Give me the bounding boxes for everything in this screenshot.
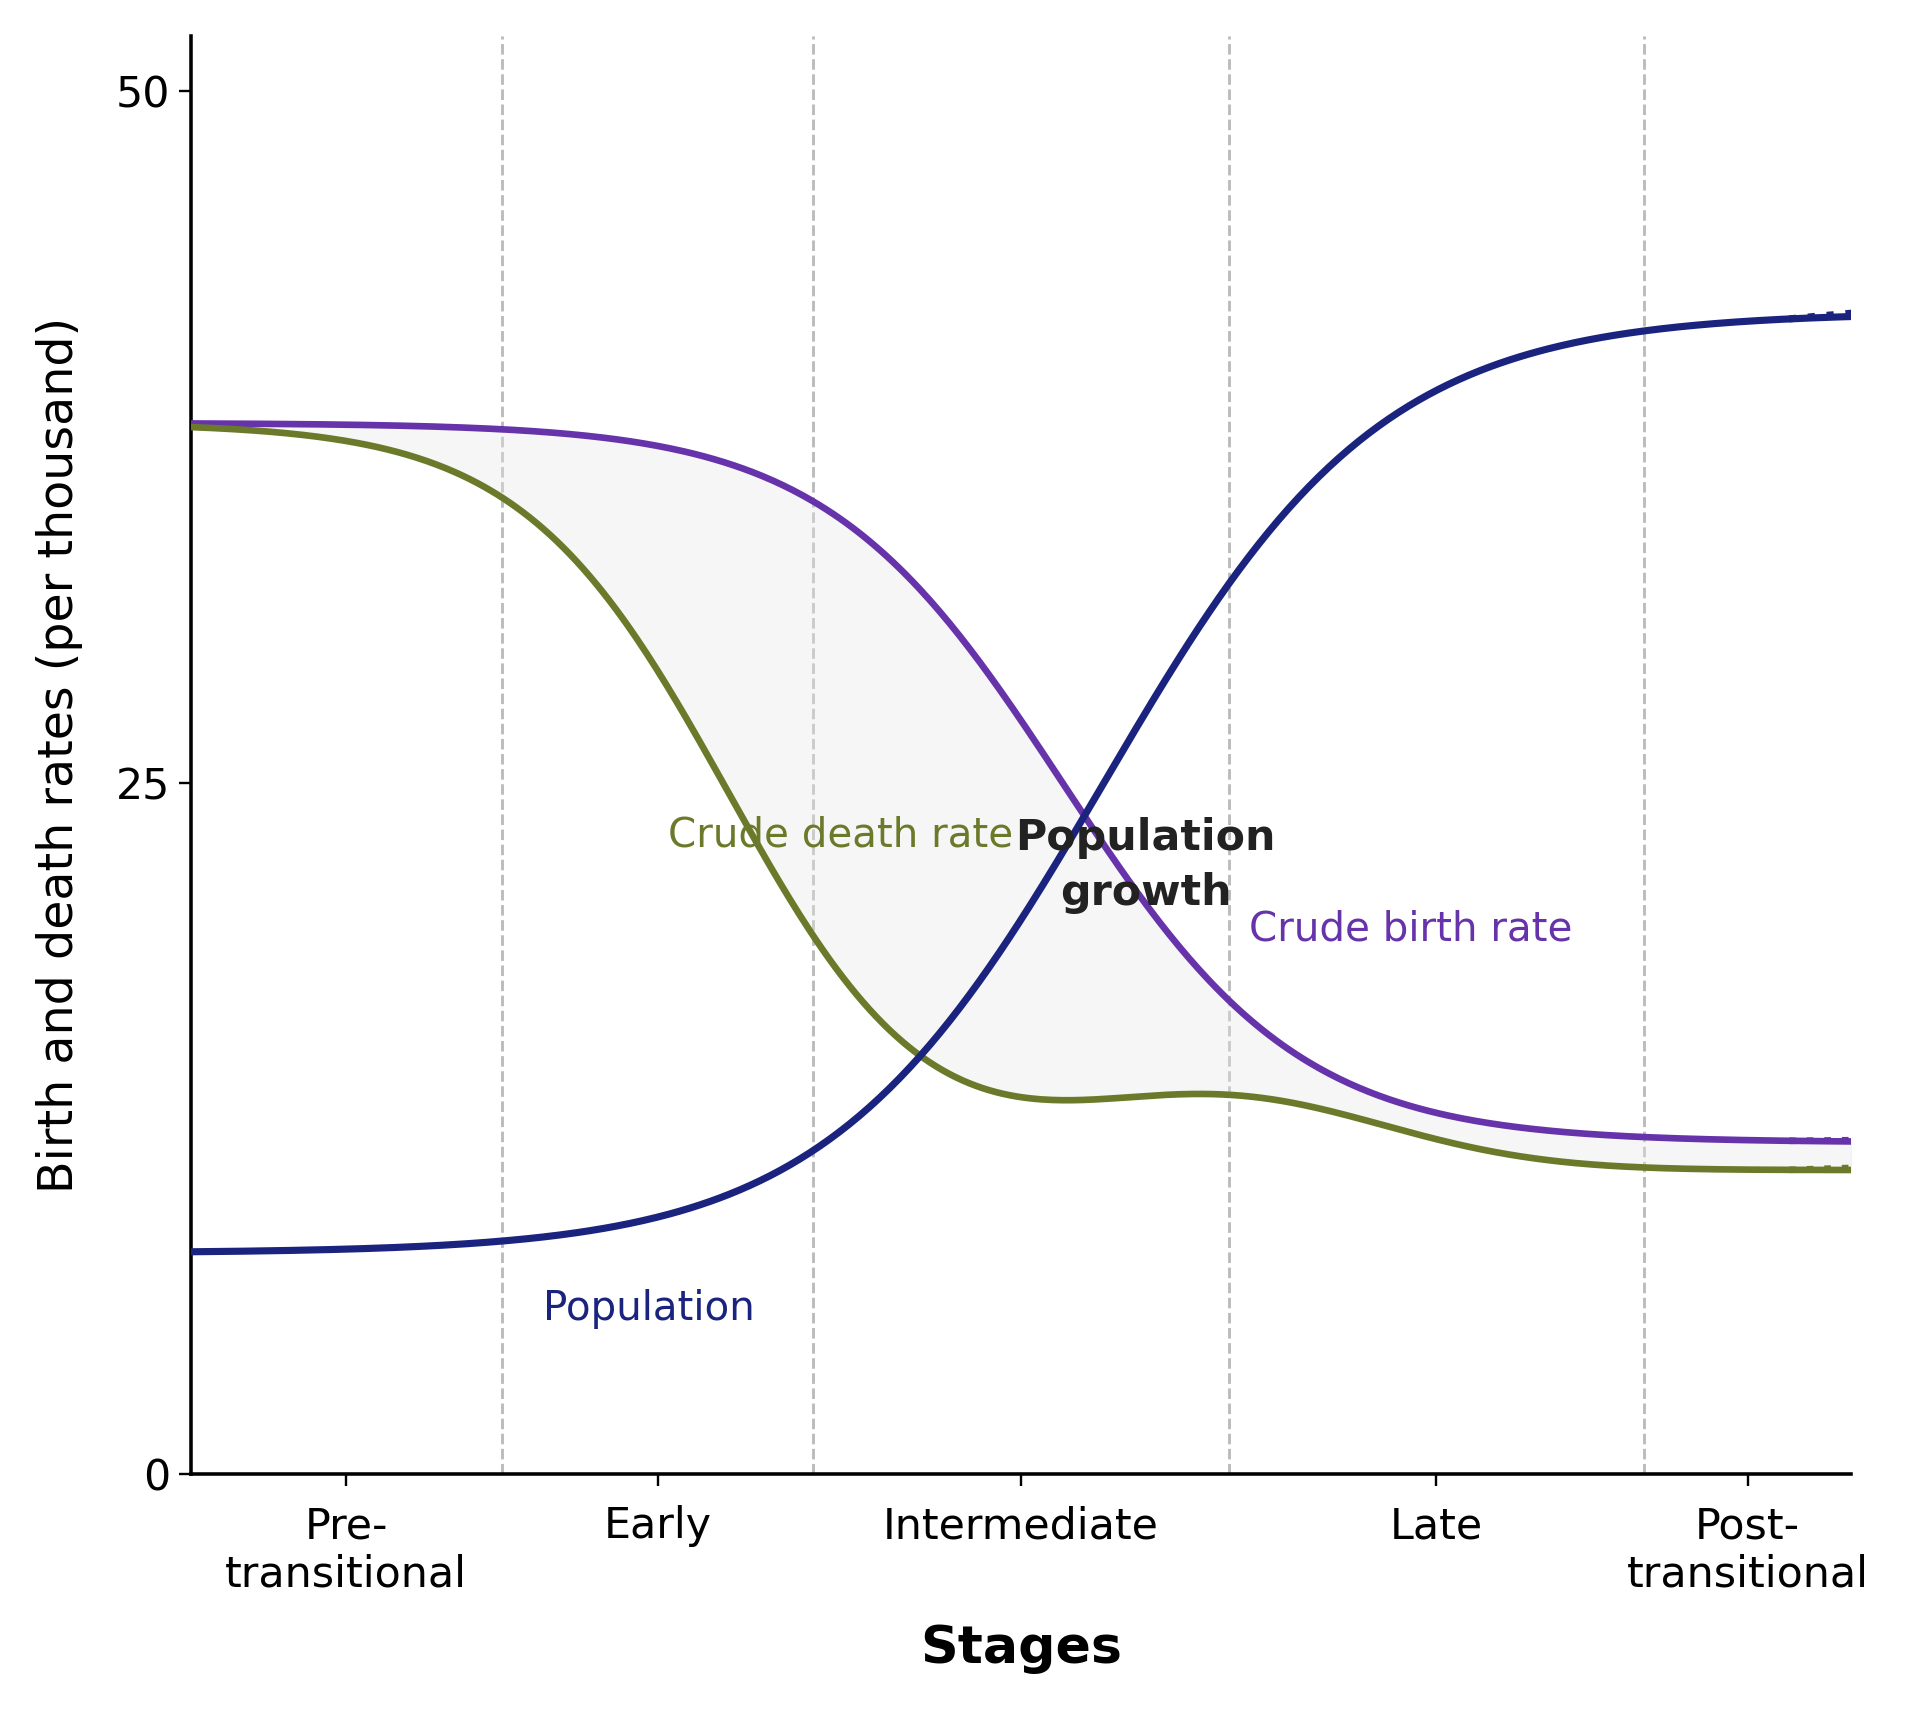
X-axis label: Stages: Stages	[919, 1624, 1122, 1674]
Text: Population: Population	[544, 1289, 755, 1329]
Y-axis label: Birth and death rates (per thousand): Birth and death rates (per thousand)	[36, 316, 82, 1194]
Text: Crude birth rate: Crude birth rate	[1249, 910, 1572, 949]
Text: Population
growth: Population growth	[1015, 817, 1275, 915]
Text: Crude death rate: Crude death rate	[668, 816, 1013, 855]
